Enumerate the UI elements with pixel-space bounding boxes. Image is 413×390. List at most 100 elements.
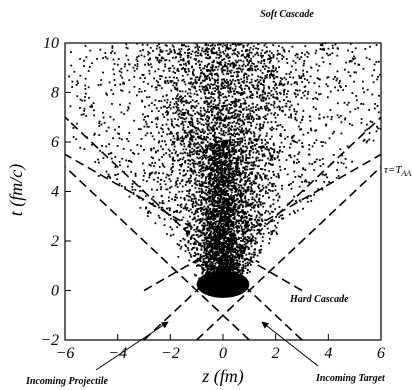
- cloud-point: [124, 186, 126, 189]
- cloud-point: [242, 63, 245, 66]
- cloud-point: [272, 144, 275, 147]
- cloud-point: [288, 73, 291, 75]
- cloud-point: [252, 162, 255, 165]
- cloud-point: [107, 173, 110, 176]
- cloud-point: [228, 103, 231, 106]
- cloud-point: [266, 70, 269, 73]
- cloud-point: [231, 254, 234, 256]
- cloud-point: [240, 249, 243, 252]
- cloud-point: [272, 55, 275, 58]
- cloud-point: [131, 188, 134, 191]
- cloud-point: [91, 106, 94, 108]
- cloud-point: [206, 242, 209, 245]
- cloud-point: [314, 160, 317, 163]
- cloud-point: [156, 118, 159, 121]
- cloud-point: [79, 146, 82, 149]
- cloud-point: [247, 185, 250, 188]
- cloud-point: [190, 180, 192, 182]
- cloud-point: [199, 75, 202, 78]
- cloud-point: [239, 147, 242, 150]
- cloud-point: [222, 234, 225, 237]
- cloud-point: [204, 88, 207, 91]
- data-point: [153, 103, 156, 106]
- cloud-point: [254, 204, 257, 207]
- cloud-point: [313, 82, 316, 84]
- cloud-point: [304, 90, 307, 93]
- cloud-point: [196, 211, 199, 214]
- cloud-point: [252, 256, 255, 259]
- cloud-point: [183, 118, 186, 121]
- cloud-point: [203, 255, 205, 258]
- cloud-point: [268, 212, 271, 215]
- cloud-point: [184, 95, 187, 98]
- cloud-point: [188, 48, 191, 50]
- cloud-point: [258, 216, 261, 219]
- cloud-point: [234, 150, 237, 153]
- data-point: [269, 153, 272, 156]
- cloud-point: [198, 64, 201, 67]
- cloud-point: [170, 122, 173, 125]
- cloud-point: [151, 202, 154, 205]
- cloud-point: [176, 95, 178, 98]
- cloud-point: [258, 128, 261, 130]
- cloud-point: [230, 244, 233, 247]
- cloud-point: [193, 182, 196, 185]
- cloud-point: [226, 142, 229, 145]
- cloud-point: [124, 63, 127, 65]
- cloud-point: [189, 177, 192, 179]
- cloud-point: [268, 70, 271, 72]
- cloud-point: [181, 179, 184, 181]
- cloud-point: [233, 129, 236, 132]
- cloud-point: [308, 153, 311, 156]
- cloud-point: [272, 170, 275, 173]
- cloud-point: [255, 260, 258, 262]
- cloud-point: [240, 78, 243, 81]
- cloud-point: [238, 43, 241, 46]
- cloud-point: [232, 266, 234, 269]
- cloud-point: [208, 270, 211, 273]
- cloud-point: [267, 232, 270, 234]
- cloud-point: [197, 61, 200, 63]
- cloud-point: [114, 84, 117, 86]
- cloud-point: [157, 176, 160, 179]
- cloud-point: [193, 273, 196, 276]
- cloud-point: [209, 255, 212, 258]
- cloud-point: [323, 174, 326, 177]
- cloud-point: [258, 251, 261, 254]
- cloud-point: [350, 60, 353, 63]
- cloud-point: [256, 51, 259, 54]
- cloud-point: [236, 73, 239, 76]
- cloud-point: [195, 174, 198, 176]
- cloud-point: [293, 92, 296, 95]
- cloud-point: [234, 267, 236, 270]
- cloud-point: [271, 75, 274, 78]
- cloud-point: [213, 68, 216, 71]
- cloud-point: [222, 222, 225, 225]
- cloud-point: [238, 255, 241, 258]
- cloud-point: [238, 207, 241, 209]
- cloud-point: [270, 210, 273, 213]
- cloud-point: [246, 180, 249, 183]
- cloud-point: [309, 75, 312, 78]
- cloud-point: [237, 67, 240, 70]
- cloud-point: [176, 52, 179, 55]
- cloud-point: [161, 206, 164, 209]
- cloud-point: [365, 141, 368, 144]
- cloud-point: [276, 106, 279, 109]
- cloud-point: [209, 44, 212, 47]
- cloud-point: [260, 223, 263, 226]
- data-point: [274, 69, 277, 72]
- cloud-point: [260, 127, 263, 129]
- cloud-point: [215, 108, 218, 111]
- cloud-point: [274, 82, 277, 85]
- cloud-point: [257, 137, 260, 140]
- cloud-point: [185, 108, 188, 111]
- cloud-point: [164, 44, 167, 47]
- cloud-point: [200, 155, 203, 158]
- cloud-point: [257, 219, 260, 222]
- cloud-point: [136, 63, 139, 65]
- cloud-point: [188, 146, 191, 149]
- cloud-point: [199, 72, 202, 75]
- cloud-point: [377, 111, 380, 114]
- cloud-point: [325, 123, 328, 126]
